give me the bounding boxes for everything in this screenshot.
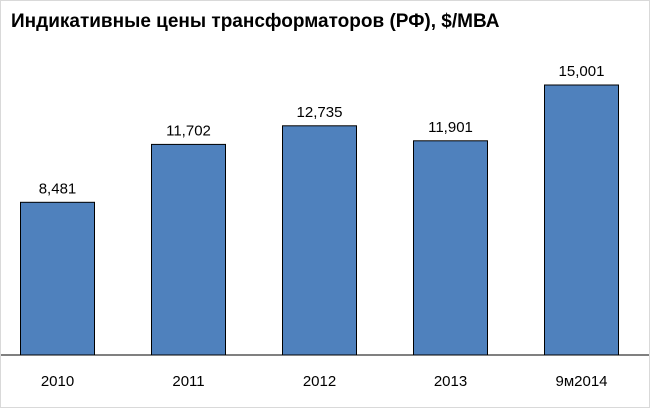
bar-2011: [151, 143, 226, 356]
data-label-2010: 8,481: [39, 180, 77, 197]
data-label-2011: 11,702: [166, 122, 211, 139]
data-labels-group: 8,481 11,702 12,735 11,901 15,001: [39, 63, 605, 197]
tick-labels-group: 2010 2011 2012 2013 9м2014: [41, 373, 608, 390]
tick-label-2013: 2013: [434, 373, 467, 390]
tick-label-2012: 2012: [303, 373, 336, 390]
bar-9м2014: [544, 84, 619, 356]
data-label-9м2014: 15,001: [559, 63, 605, 80]
data-label-2013: 11,901: [428, 119, 473, 136]
bar-2010: [20, 201, 95, 356]
tick-label-9м2014: 9м2014: [555, 373, 607, 390]
chart-title: Индикативные цены трансформаторов (РФ), …: [11, 11, 500, 32]
tick-label-2010: 2010: [41, 373, 74, 390]
bar-2013: [413, 140, 488, 356]
bar-2012: [282, 125, 357, 356]
bars-group: [20, 84, 619, 356]
data-label-2012: 12,735: [297, 104, 343, 121]
tick-label-2011: 2011: [172, 373, 204, 390]
